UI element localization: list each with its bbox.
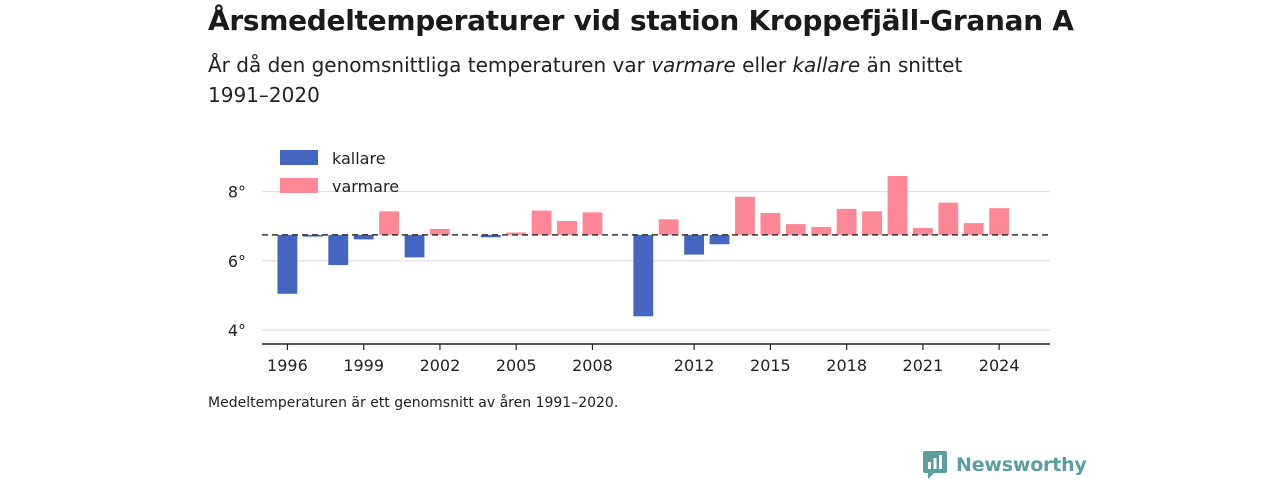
legend-label-varmare: varmare xyxy=(332,177,399,196)
temperature-bar-chart: 4° 6° 8° 1996 1999 2002 2005 2008 2012 2015 2018 20… xyxy=(228,149,1050,375)
y-tick-label-8: 8° xyxy=(228,183,246,202)
bar-2015 xyxy=(760,213,781,235)
bar-2011 xyxy=(658,219,679,235)
x-tick-label-2018: 2018 xyxy=(826,356,867,375)
bar-2019 xyxy=(862,211,882,235)
x-tick-label-2024: 2024 xyxy=(979,356,1020,375)
y-tick-label-4: 4° xyxy=(228,321,246,340)
subtitle-emphasis-warmer: varmare xyxy=(651,53,736,77)
x-tick-label-2008: 2008 xyxy=(572,356,613,375)
bar-2020 xyxy=(887,175,908,235)
bar-2010 xyxy=(633,234,654,317)
bar-2008 xyxy=(582,212,603,235)
subtitle-text-1: År då den genomsnittliga temperaturen va… xyxy=(208,53,652,77)
brand-logo: Newsworthy xyxy=(922,450,1087,480)
bar-2024 xyxy=(989,208,1010,235)
bar-1997 xyxy=(302,234,323,237)
bar-2012 xyxy=(684,234,705,255)
x-tick-label-2005: 2005 xyxy=(496,356,537,375)
bar-2022 xyxy=(938,202,959,235)
bar-2002 xyxy=(430,228,450,235)
subtitle-emphasis-colder: kallare xyxy=(792,53,861,77)
bar-2021 xyxy=(912,227,933,235)
x-tick-label-1996: 1996 xyxy=(267,356,308,375)
bar-2018 xyxy=(836,208,857,235)
chart-subtitle: År då den genomsnittliga temperaturen va… xyxy=(208,50,1028,110)
legend-label-kallare: kallare xyxy=(332,149,386,168)
x-tick-label-2021: 2021 xyxy=(903,356,944,375)
bar-1999 xyxy=(353,234,374,240)
bar-2001 xyxy=(404,234,425,258)
x-tick-label-2012: 2012 xyxy=(674,356,715,375)
footnote: Medeltemperaturen är ett genomsnitt av å… xyxy=(208,395,619,411)
bar-2013 xyxy=(709,234,730,245)
bar-2000 xyxy=(379,211,400,235)
x-tick-label-2002: 2002 xyxy=(420,356,461,375)
bar-2005 xyxy=(506,232,527,235)
bar-2007 xyxy=(557,221,577,235)
x-tick-label-1999: 1999 xyxy=(343,356,384,375)
x-tick-label-2015: 2015 xyxy=(750,356,791,375)
legend-swatch-varmare xyxy=(280,178,318,193)
chart-title: Årsmedeltemperaturer vid station Kroppef… xyxy=(208,4,1074,37)
brand-name: Newsworthy xyxy=(956,454,1087,476)
subtitle-text-2: eller xyxy=(735,53,793,77)
subtitle-text-3: än snittet 1991–2020 xyxy=(208,53,963,107)
y-tick-label-6: 6° xyxy=(228,252,246,271)
legend-swatch-kallare xyxy=(280,150,318,165)
bar-2014 xyxy=(735,196,755,235)
bar-2023 xyxy=(963,223,984,235)
bar-2004 xyxy=(480,234,501,238)
bar-2016 xyxy=(785,224,806,235)
newsworthy-logo-icon xyxy=(923,451,947,479)
bar-1996 xyxy=(277,234,298,294)
bar-2006 xyxy=(531,210,552,235)
bar-1998 xyxy=(328,234,349,266)
bar-2017 xyxy=(811,226,832,235)
